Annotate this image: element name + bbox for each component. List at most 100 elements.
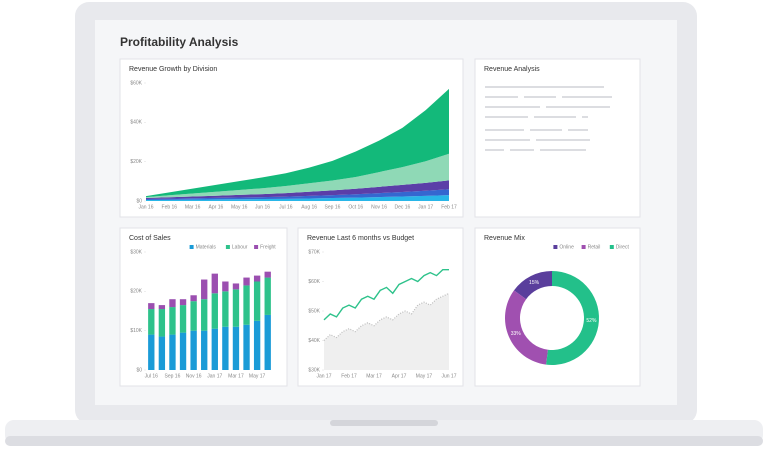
- x-tick-label: Nov 16: [186, 373, 202, 379]
- bar: [243, 285, 250, 325]
- panel: [474, 58, 641, 218]
- pie-slice: [546, 271, 599, 365]
- value-label: 33%: [511, 331, 522, 337]
- x-tick-label: Dec 16: [394, 204, 410, 210]
- x-tick-label: Jul 16: [279, 204, 293, 210]
- bar: [201, 299, 208, 331]
- x-tick-label: Apr 16: [209, 204, 224, 210]
- bar: [232, 326, 240, 370]
- legend-label: Retail: [588, 245, 601, 251]
- bar: [190, 330, 197, 370]
- area: [146, 195, 449, 201]
- legend-swatch: [254, 245, 259, 249]
- y-tick-label: $20K: [130, 289, 142, 295]
- y-tick-label: $0: [136, 367, 142, 373]
- laptop-notch: [330, 420, 438, 426]
- legend-label: Freight: [260, 245, 276, 251]
- x-tick-label: Nov 16: [371, 204, 387, 210]
- bar: [253, 281, 261, 321]
- y-tick-label: $0: [136, 198, 142, 204]
- x-tick-label: Jan 16: [138, 204, 153, 210]
- x-tick-label: Jun 17: [441, 373, 456, 379]
- legend-swatch: [553, 245, 558, 249]
- bar: [222, 281, 229, 292]
- bar: [211, 273, 218, 294]
- pie-slice: [513, 271, 552, 300]
- area: [324, 293, 449, 370]
- bar: [222, 326, 229, 370]
- placeholder-lines: [485, 86, 612, 151]
- area: [146, 189, 449, 201]
- x-tick-label: May 17: [416, 373, 433, 379]
- legend-swatch: [609, 245, 614, 249]
- bar: [190, 295, 197, 302]
- bar: [148, 303, 155, 310]
- y-tick-label: $30K: [308, 367, 320, 373]
- x-tick-label: Sep 16: [325, 204, 341, 210]
- x-tick-label: Jan 17: [316, 373, 331, 379]
- x-tick-label: Oct 16: [348, 204, 363, 210]
- x-tick-label: Jan 17: [418, 204, 433, 210]
- bar: [179, 332, 187, 370]
- bar: [190, 301, 197, 331]
- x-tick-label: Jan 17: [207, 373, 222, 379]
- bar: [179, 305, 187, 333]
- y-tick-label: $20K: [130, 159, 142, 165]
- bar: [201, 330, 208, 370]
- laptop-base-shadow: [5, 436, 763, 446]
- x-tick-label: Feb 17: [441, 204, 457, 210]
- legend-label: Online: [559, 245, 574, 251]
- chart-title: Revenue Last 6 months vs Budget: [307, 235, 414, 242]
- y-tick-label: $60K: [130, 80, 142, 86]
- bar: [148, 309, 155, 335]
- x-tick-label: Sep 16: [165, 373, 181, 379]
- line: [323, 269, 449, 321]
- chart-title: Revenue Growth by Division: [129, 66, 217, 73]
- bar: [243, 277, 250, 286]
- bar: [158, 305, 166, 310]
- legend-swatch: [581, 245, 586, 249]
- bar: [243, 324, 250, 370]
- bar: [169, 299, 176, 308]
- x-tick-label: Mar 17: [366, 373, 382, 379]
- legend-label: Materials: [196, 245, 217, 251]
- y-tick-label: $40K: [308, 338, 320, 344]
- area: [146, 180, 449, 200]
- x-tick-label: Mar 16: [185, 204, 201, 210]
- x-tick-label: May 16: [231, 204, 248, 210]
- y-tick-label: $70K: [308, 249, 320, 255]
- bar: [232, 289, 240, 327]
- value-label: 15%: [529, 280, 540, 286]
- pie-slice: [504, 290, 548, 365]
- value-label: 52%: [586, 318, 597, 324]
- bar: [211, 328, 218, 370]
- legend-label: Labour: [232, 245, 248, 251]
- y-tick-label: $40K: [130, 120, 142, 126]
- budget-line: [323, 292, 450, 341]
- x-tick-label: Aug 16: [301, 204, 317, 210]
- bar: [158, 309, 166, 337]
- y-tick-label: $50K: [308, 308, 320, 314]
- x-tick-label: Apr 17: [392, 373, 407, 379]
- y-tick-label: $30K: [130, 249, 142, 255]
- bar: [179, 299, 187, 306]
- bar: [264, 277, 271, 315]
- bar: [222, 291, 229, 327]
- legend-swatch: [189, 245, 194, 249]
- x-tick-label: Jul 16: [145, 373, 159, 379]
- bar: [264, 271, 271, 278]
- area: [146, 88, 449, 198]
- panel-title: Revenue Analysis: [484, 66, 540, 73]
- bar: [253, 320, 261, 370]
- x-tick-label: Feb 17: [341, 373, 357, 379]
- x-tick-label: Feb 16: [162, 204, 178, 210]
- area: [146, 153, 449, 199]
- chart-title: Cost of Sales: [129, 235, 171, 242]
- bar: [201, 279, 208, 300]
- bar: [264, 314, 271, 370]
- bar: [148, 334, 155, 370]
- y-tick-label: $10K: [130, 328, 142, 334]
- dashboard-title: Profitability Analysis: [120, 35, 239, 49]
- x-tick-label: Jun 16: [255, 204, 270, 210]
